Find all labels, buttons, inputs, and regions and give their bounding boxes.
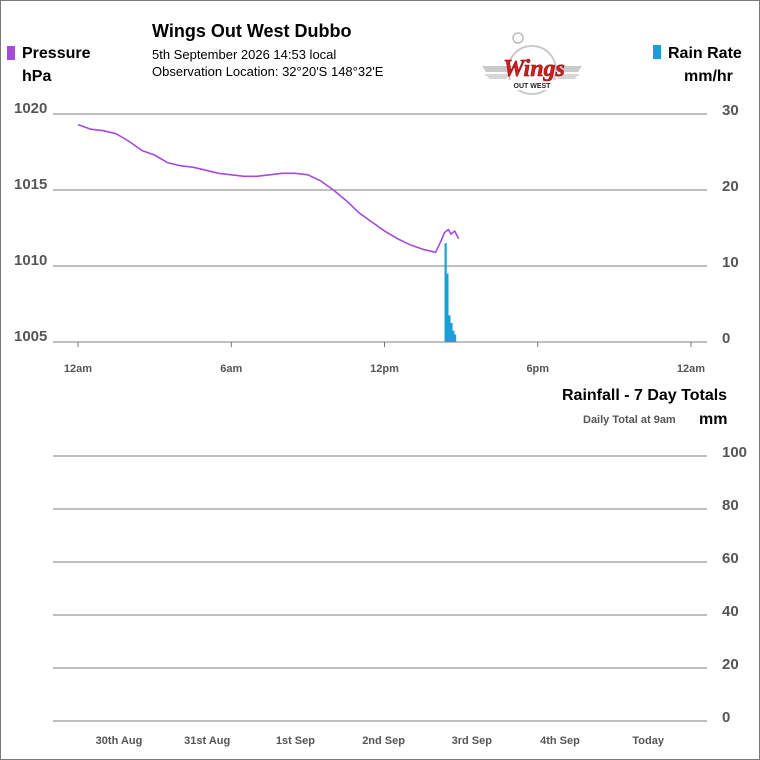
rainfall-day-label: 1st Sep bbox=[276, 735, 315, 747]
rain-rate-bar bbox=[452, 330, 455, 342]
rainfall-day-label: 2nd Sep bbox=[362, 735, 405, 747]
time-axis-tick-label: 12am bbox=[677, 363, 705, 375]
rainfall-axis-tick-label: 0 bbox=[722, 709, 730, 726]
time-axis-tick-label: 6am bbox=[220, 363, 242, 375]
pressure-unit-label: hPa bbox=[22, 68, 52, 85]
station-title: Wings Out West Dubbo bbox=[152, 21, 352, 41]
rainfall-day-label: Today bbox=[632, 735, 664, 747]
rainfall-unit-label: mm bbox=[699, 411, 728, 428]
rainfall-axis-tick-label: 20 bbox=[722, 656, 739, 673]
time-axis-tick-label: 6pm bbox=[526, 363, 549, 375]
rain-rate-bar bbox=[444, 243, 447, 342]
rainfall-day-label: 31st Aug bbox=[184, 735, 230, 747]
rain-rate-unit-label: mm/hr bbox=[684, 68, 733, 85]
observation-datetime: 5th September 2026 14:53 local bbox=[152, 47, 337, 62]
rainfall-axis-tick-label: 60 bbox=[722, 550, 739, 567]
rainfall-axis-tick-label: 80 bbox=[722, 497, 739, 514]
rainfall-axis-tick-label: 100 bbox=[722, 444, 747, 461]
pressure-axis-tick-label: 1005 bbox=[14, 328, 47, 345]
time-axis-tick-label: 12am bbox=[64, 363, 92, 375]
rain-rate-axis-tick-label: 0 bbox=[722, 330, 730, 347]
rain-rate-bar bbox=[453, 334, 457, 342]
pressure-line bbox=[77, 123, 460, 254]
rain-rate-axis-tick-label: 20 bbox=[722, 178, 739, 195]
pressure-legend-label: Pressure bbox=[22, 45, 91, 62]
rain-rate-legend-swatch bbox=[653, 45, 661, 59]
rain-rate-legend-label: Rain Rate bbox=[668, 45, 742, 62]
rainfall-axis-tick-label: 40 bbox=[722, 603, 739, 620]
pressure-legend-swatch bbox=[7, 46, 15, 60]
rain-rate-bar bbox=[448, 315, 451, 342]
pressure-axis-tick-label: 1015 bbox=[14, 176, 47, 193]
time-axis-tick-label: 12pm bbox=[370, 363, 399, 375]
pressure-axis-tick-label: 1010 bbox=[14, 252, 47, 269]
rain-rate-axis-tick-label: 10 bbox=[722, 254, 739, 271]
pressure-axis-tick-label: 1020 bbox=[14, 100, 47, 117]
rainfall-chart-title: Rainfall - 7 Day Totals bbox=[562, 387, 728, 404]
rain-rate-bar bbox=[446, 273, 449, 342]
rainfall-day-label: 4th Sep bbox=[540, 735, 580, 747]
rainfall-day-label: 30th Aug bbox=[96, 735, 143, 747]
observation-location: Observation Location: 32°20'S 148°32'E bbox=[152, 64, 384, 79]
rain-rate-bar bbox=[450, 323, 453, 342]
rainfall-chart-subtitle: Daily Total at 9am bbox=[583, 414, 676, 426]
rain-rate-axis-tick-label: 30 bbox=[722, 102, 739, 119]
rainfall-day-label: 3rd Sep bbox=[452, 735, 493, 747]
